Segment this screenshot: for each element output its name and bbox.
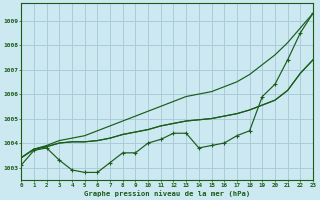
X-axis label: Graphe pression niveau de la mer (hPa): Graphe pression niveau de la mer (hPa) xyxy=(84,190,250,197)
